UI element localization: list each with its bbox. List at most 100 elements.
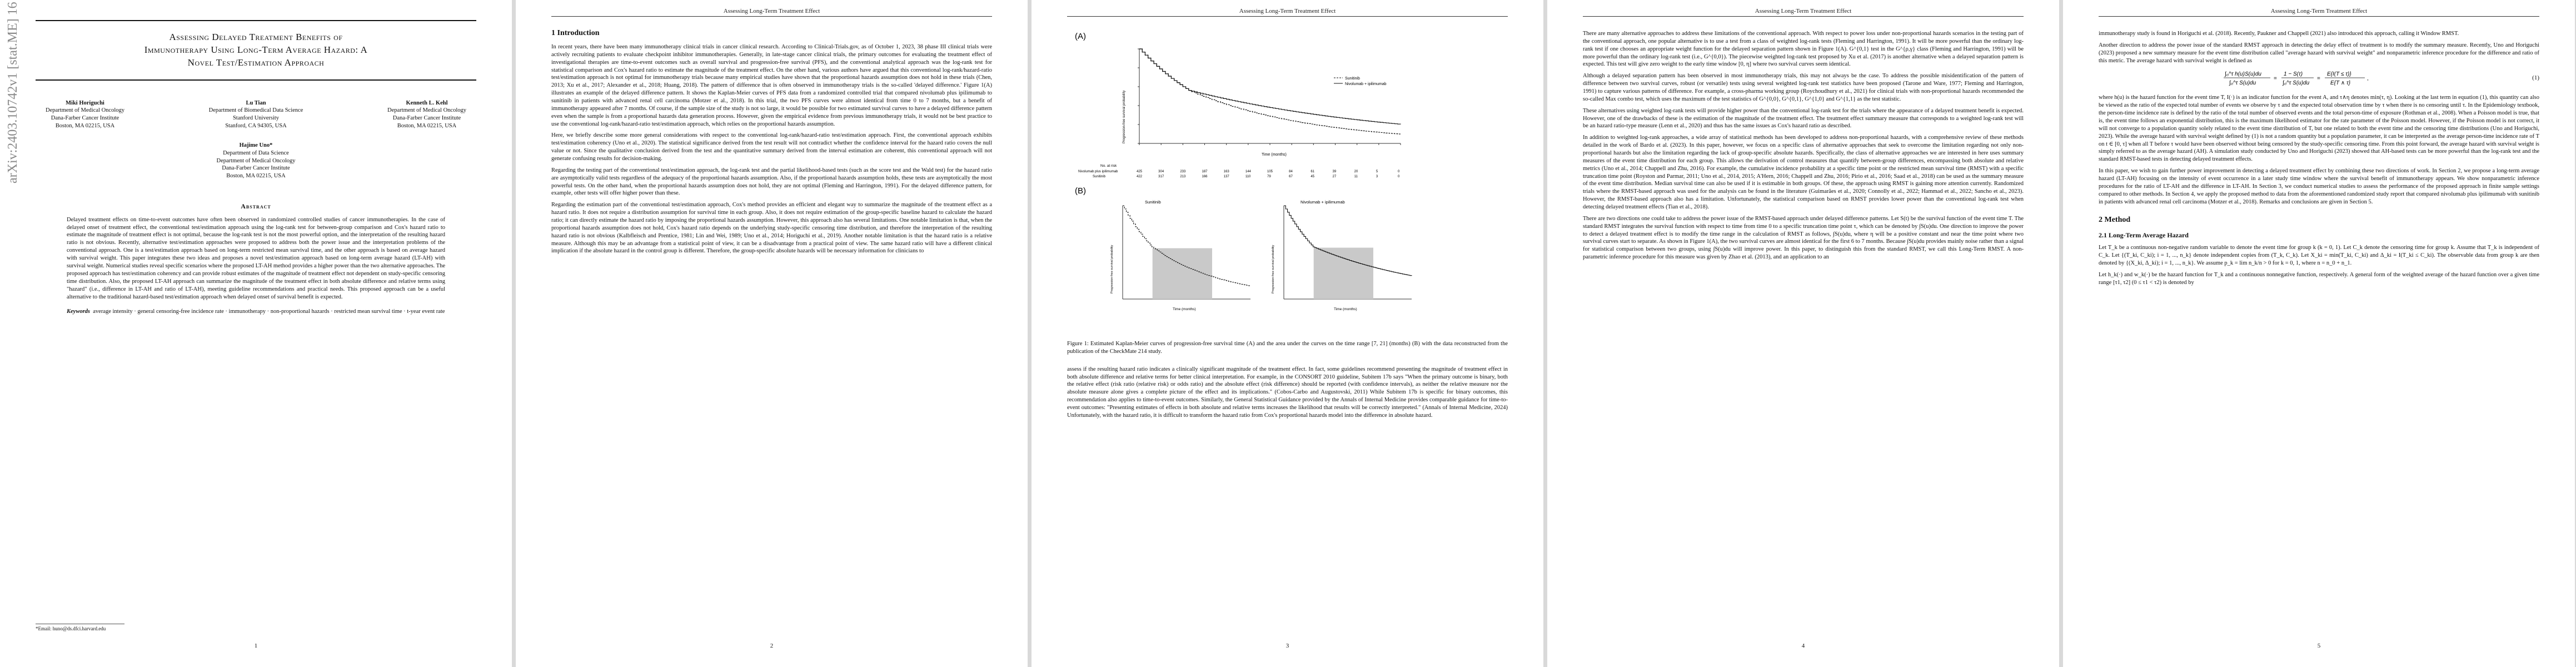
paragraph: Regarding the testing part of the conven… (551, 167, 992, 197)
affiliation-line: Stanford, CA 94305, USA (225, 122, 287, 129)
panel-a-ticks (1138, 48, 1401, 145)
paper-page-2: Assessing Long-Term Treatment Effect 1 I… (516, 0, 1028, 667)
risk-value: 5 (1376, 170, 1378, 173)
panel-b-right: Nivolumab + ipilimumab Progression-free … (1272, 200, 1412, 311)
risk-value: 317 (1158, 175, 1164, 178)
risk-value: 11 (1354, 175, 1358, 178)
author-4: Hajime Uno* Department of Data Science D… (36, 142, 476, 180)
risk-value: 233 (1180, 170, 1186, 173)
affiliation-line: Boston, MA 02215, USA (226, 172, 286, 179)
equation-1: ∫₀^τ h(u)S(u)du ∫₀^τ S(u)du = 1 − S(τ) ∫… (2099, 69, 2539, 89)
risk-value: 20 (1354, 170, 1358, 173)
running-head: Assessing Long-Term Treatment Effect (2270, 8, 2368, 14)
affiliation-line: Department of Data Science (223, 150, 289, 157)
affiliation-line: Dana-Farber Cancer Institute (392, 115, 461, 122)
paragraph: Another direction to address the power i… (2099, 42, 2539, 64)
x-axis-label: Time (months) (1173, 307, 1196, 311)
paragraph: In recent years, there have been many im… (551, 44, 993, 127)
x-axis-label: Time (months) (1262, 153, 1287, 157)
running-head: Assessing Long-Term Treatment Effect (1239, 8, 1336, 14)
paragraph: Let T_k be a continuous non-negative ran… (2099, 245, 2539, 267)
running-head-rule (1067, 16, 1508, 17)
abstract-heading: Abstract (241, 202, 271, 210)
risk-value: 45 (1311, 175, 1314, 178)
title-rule-bottom (36, 79, 476, 81)
svg-text:1 − S(τ): 1 − S(τ) (2284, 71, 2303, 77)
y-axis-label: Progression-free survival probability (1272, 245, 1275, 293)
legend-label-nivolumab: Nivolumab + ipilimumab (1345, 82, 1387, 86)
title-line: Immunotherapy Using Long-Term Average Ha… (144, 44, 368, 55)
paragraph: In this paper, we wish to gain further p… (2099, 168, 2539, 205)
title-line: Assessing Delayed Treatment Benefits of (169, 32, 343, 42)
svg-text:=: = (2317, 76, 2320, 82)
affiliation-line: Boston, MA 02215, USA (55, 122, 115, 129)
shaded-area-window (1313, 247, 1373, 299)
risk-value: 137 (1224, 175, 1230, 178)
svg-text:∫₀^τ S(u)du: ∫₀^τ S(u)du (2282, 80, 2310, 86)
km-curve-nivolumab (1139, 48, 1401, 125)
running-head: Assessing Long-Term Treatment Effect (723, 8, 820, 14)
paragraph: Although a delayed separation pattern ha… (1583, 73, 2024, 102)
risk-value: 425 (1137, 170, 1143, 173)
running-head-rule (551, 16, 992, 17)
keywords: Keywords average intensity · general cen… (67, 308, 445, 316)
affiliation-line: Stanford University (232, 115, 280, 122)
figure-1: (A) Progression-free survival probabilit… (1075, 32, 1412, 311)
panel-a-plot: Progression-free survival probability Ti… (1123, 48, 1401, 157)
author-name: Lu Tian (246, 99, 266, 106)
risk-value: 213 (1180, 175, 1186, 178)
risk-value: 144 (1245, 170, 1252, 173)
risk-value: 0 (1398, 170, 1400, 173)
km-curve-nivolumab (1284, 205, 1412, 276)
paragraph: immunotherapy study is found in Horiguch… (2099, 31, 2459, 37)
abstract-text: Delayed treatment effects on time-to-eve… (67, 216, 445, 301)
affiliation-line: Dana-Farber Cancer Institute (51, 115, 119, 122)
affiliation-line: Department of Biomedical Data Science (208, 107, 303, 114)
affiliation-line: Department of Medical Oncology (46, 107, 124, 114)
paragraph: These alternatives using weighted log-ra… (1583, 107, 2024, 130)
risk-value: 422 (1137, 175, 1143, 178)
paper-page-1: arXiv:2403.10742v1 [stat.ME] 16 Mar 2024… (0, 0, 512, 667)
risk-row-name: Sunitinib (1093, 175, 1106, 178)
author-3: Kenneth L. Kehl Department of Medical On… (387, 99, 466, 130)
risk-values: 425 304 233 187 163 144 105 84 61 39 20 5 0 422 317 213… (1137, 170, 1400, 178)
paragraph: where h(u) is the hazard function for th… (2099, 94, 2539, 163)
risk-value: 39 (1333, 170, 1337, 173)
risk-value: 67 (1289, 175, 1293, 178)
paper-page-3: Assessing Long-Term Treatment Effect (A)… (1032, 0, 1543, 667)
svg-text:=: = (2274, 76, 2277, 82)
paragraph: assess if the resulting hazard ratio ind… (1067, 366, 1508, 419)
section-heading: 2 Method (2099, 216, 2131, 225)
equation-number: (1) (2532, 74, 2539, 82)
author-2: Lu Tian Department of Biomedical Data Sc… (209, 99, 303, 130)
risk-value: 304 (1158, 170, 1164, 173)
y-axis-label: Progression-free survival probability (1110, 245, 1114, 293)
risk-table-header: No. at risk (1100, 164, 1117, 168)
paragraph: Let h_k(·) and w_k(·) be the hazard func… (2099, 272, 2539, 286)
title-line: Novel Test/Estimation Approach (187, 57, 325, 68)
risk-value: 84 (1289, 170, 1293, 173)
shaded-area-window (1152, 248, 1212, 299)
subsection-heading: 2.1 Long-Term Average Hazard (2099, 231, 2189, 240)
affiliation-line: Department of Medical Oncology (387, 107, 466, 114)
panel-label-b: (B) (1075, 186, 1086, 196)
svg-text:E{T ∧ τ}: E{T ∧ τ} (2330, 80, 2351, 86)
affiliation-line: Dana-Farber Cancer Institute (222, 165, 290, 172)
author-block: Miki Horiguchi Department of Medical Onc… (46, 99, 466, 130)
author-name: Kenneth L. Kehl (406, 99, 448, 106)
risk-value: 79 (1267, 175, 1271, 178)
risk-value: 110 (1245, 175, 1251, 178)
risk-table: No. at risk Nivolumab plus ipilimumab Su… (1078, 164, 1400, 178)
km-curve-sunitinib (1123, 205, 1251, 286)
x-axis-label: Time (months) (1334, 307, 1357, 311)
affiliation-line: Boston, MA 02215, USA (397, 122, 457, 129)
paragraph: In addition to weighted log-rank approac… (1583, 135, 2024, 211)
svg-text:∫₀^τ S(u)du: ∫₀^τ S(u)du (2229, 80, 2256, 86)
risk-value: 61 (1311, 170, 1314, 173)
panel-b-title: Nivolumab + ipilimumab (1301, 200, 1345, 205)
y-axis-label: Progression-free survival probability (1123, 91, 1126, 143)
svg-text:,: , (2367, 76, 2369, 82)
author-name: Hajime Uno* (239, 142, 273, 149)
page-number: 2 (770, 643, 774, 649)
risk-value: 187 (1202, 170, 1208, 173)
